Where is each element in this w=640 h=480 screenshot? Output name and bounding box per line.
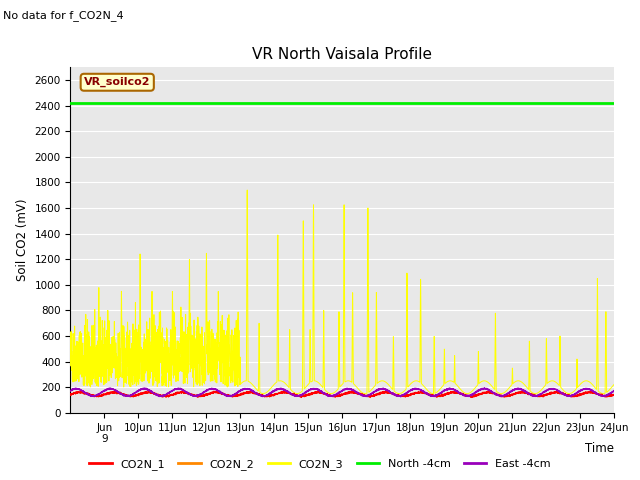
Text: No data for f_CO2N_4: No data for f_CO2N_4 [3, 10, 124, 21]
Text: VR_soilco2: VR_soilco2 [84, 77, 150, 87]
Text: Time: Time [586, 442, 614, 455]
Y-axis label: Soil CO2 (mV): Soil CO2 (mV) [16, 199, 29, 281]
Legend: CO2N_1, CO2N_2, CO2N_3, North -4cm, East -4cm: CO2N_1, CO2N_2, CO2N_3, North -4cm, East… [85, 455, 555, 474]
Title: VR North Vaisala Profile: VR North Vaisala Profile [252, 47, 433, 62]
